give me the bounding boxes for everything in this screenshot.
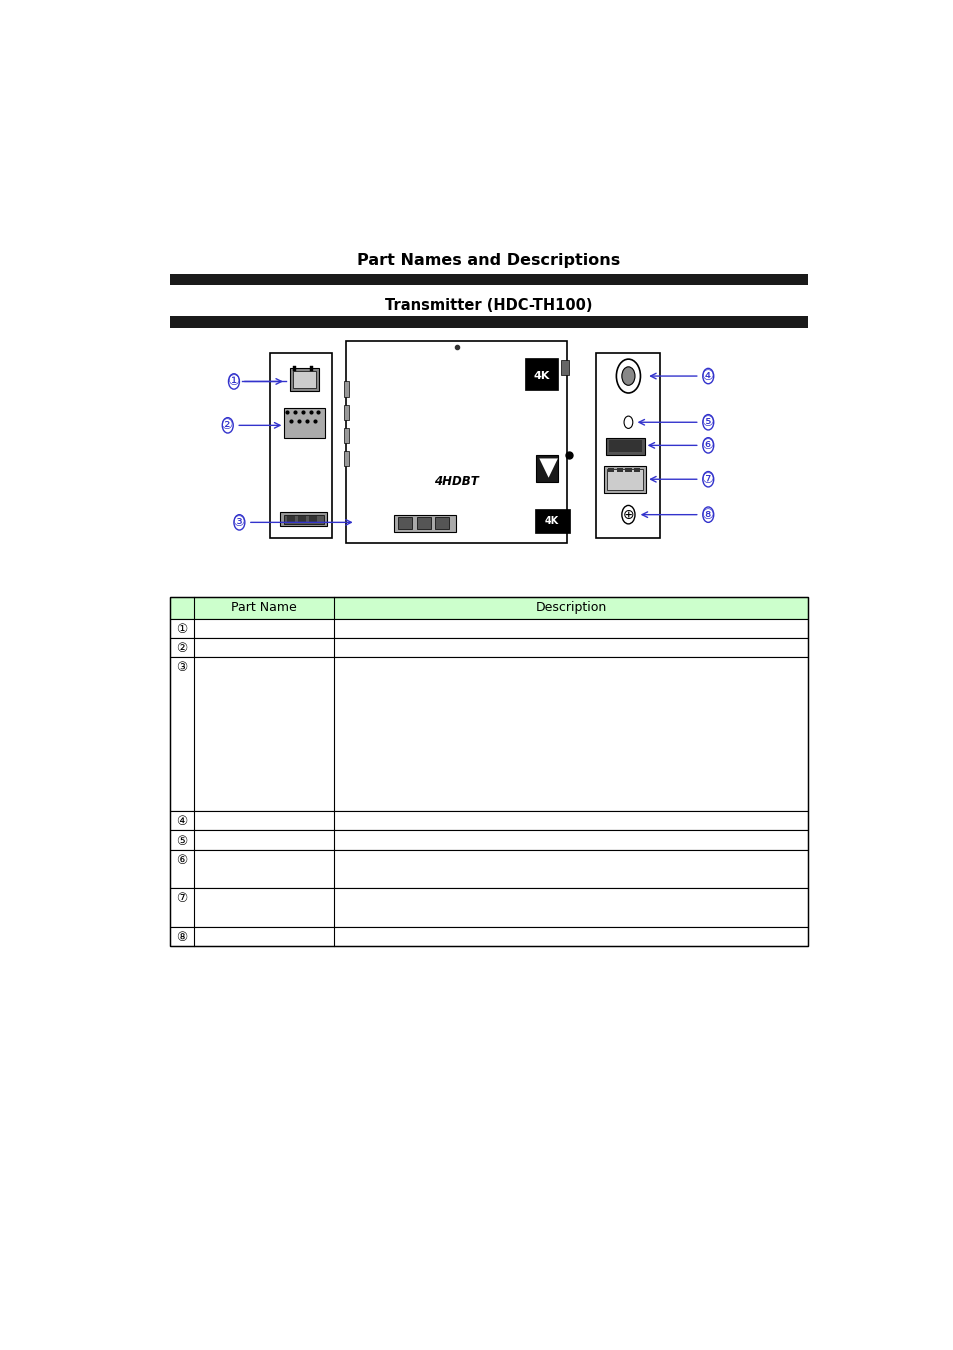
Bar (170, 657, 807, 811)
Text: ⑧: ⑧ (176, 931, 188, 944)
Bar (170, 888, 807, 926)
Bar (170, 637, 807, 657)
Circle shape (623, 416, 632, 428)
Bar (617, 467, 622, 472)
Text: ⑤: ⑤ (176, 834, 188, 848)
Bar (633, 467, 639, 472)
Bar (344, 405, 348, 420)
Bar (283, 514, 323, 524)
Bar (536, 455, 558, 482)
Bar (344, 451, 348, 466)
Bar (394, 514, 456, 532)
Bar (605, 437, 644, 455)
Bar (287, 516, 294, 522)
Text: Part Name: Part Name (231, 601, 296, 614)
Bar (290, 369, 319, 391)
Text: Transmitter (HDC-TH100): Transmitter (HDC-TH100) (385, 298, 592, 313)
Bar (603, 466, 645, 493)
Bar (170, 926, 807, 946)
Bar (309, 516, 316, 522)
Bar (534, 509, 569, 533)
Bar (170, 597, 807, 618)
Bar (310, 366, 313, 371)
Text: ③: ③ (233, 516, 245, 529)
Bar (435, 517, 449, 528)
Text: ⑧: ⑧ (701, 508, 714, 521)
Bar (293, 366, 295, 371)
Bar (608, 440, 641, 452)
Bar (596, 352, 659, 537)
Bar (170, 597, 807, 946)
Text: ⑤: ⑤ (701, 416, 714, 429)
Text: ⑦: ⑦ (176, 892, 188, 906)
Bar (606, 470, 642, 490)
Bar (280, 513, 327, 526)
Text: ①: ① (176, 622, 188, 636)
Bar (170, 849, 807, 888)
Text: Part Names and Descriptions: Part Names and Descriptions (357, 254, 619, 269)
Bar (397, 517, 412, 528)
Text: ①: ① (228, 374, 240, 389)
Text: ⑥: ⑥ (176, 855, 188, 867)
Text: ③: ③ (176, 662, 188, 675)
Text: ②: ② (176, 643, 188, 655)
Text: 4K: 4K (544, 516, 558, 525)
Circle shape (616, 359, 639, 393)
Text: ⑥: ⑥ (701, 439, 714, 452)
Text: ②: ② (221, 418, 233, 432)
Bar (170, 618, 807, 637)
Bar (170, 811, 807, 830)
Bar (608, 467, 614, 472)
Bar (270, 352, 332, 537)
Bar (624, 467, 631, 472)
Bar (170, 274, 807, 285)
Bar (416, 517, 431, 528)
Bar (525, 358, 558, 390)
Text: ④: ④ (176, 815, 188, 829)
Bar (170, 830, 807, 849)
Bar (170, 316, 807, 328)
Bar (344, 382, 348, 397)
Circle shape (621, 505, 635, 524)
Polygon shape (538, 459, 558, 478)
Bar (346, 340, 567, 543)
Bar (284, 409, 324, 437)
Bar (293, 371, 315, 389)
Text: ④: ④ (701, 369, 714, 383)
Text: 4HDBT: 4HDBT (434, 475, 478, 489)
Bar (560, 360, 568, 375)
Text: ⊕: ⊕ (622, 508, 634, 521)
Text: ⑦: ⑦ (701, 472, 714, 486)
Circle shape (621, 367, 635, 385)
Text: Description: Description (535, 601, 606, 614)
Text: 4K: 4K (533, 371, 549, 381)
Bar (344, 428, 348, 443)
Bar (298, 516, 306, 522)
